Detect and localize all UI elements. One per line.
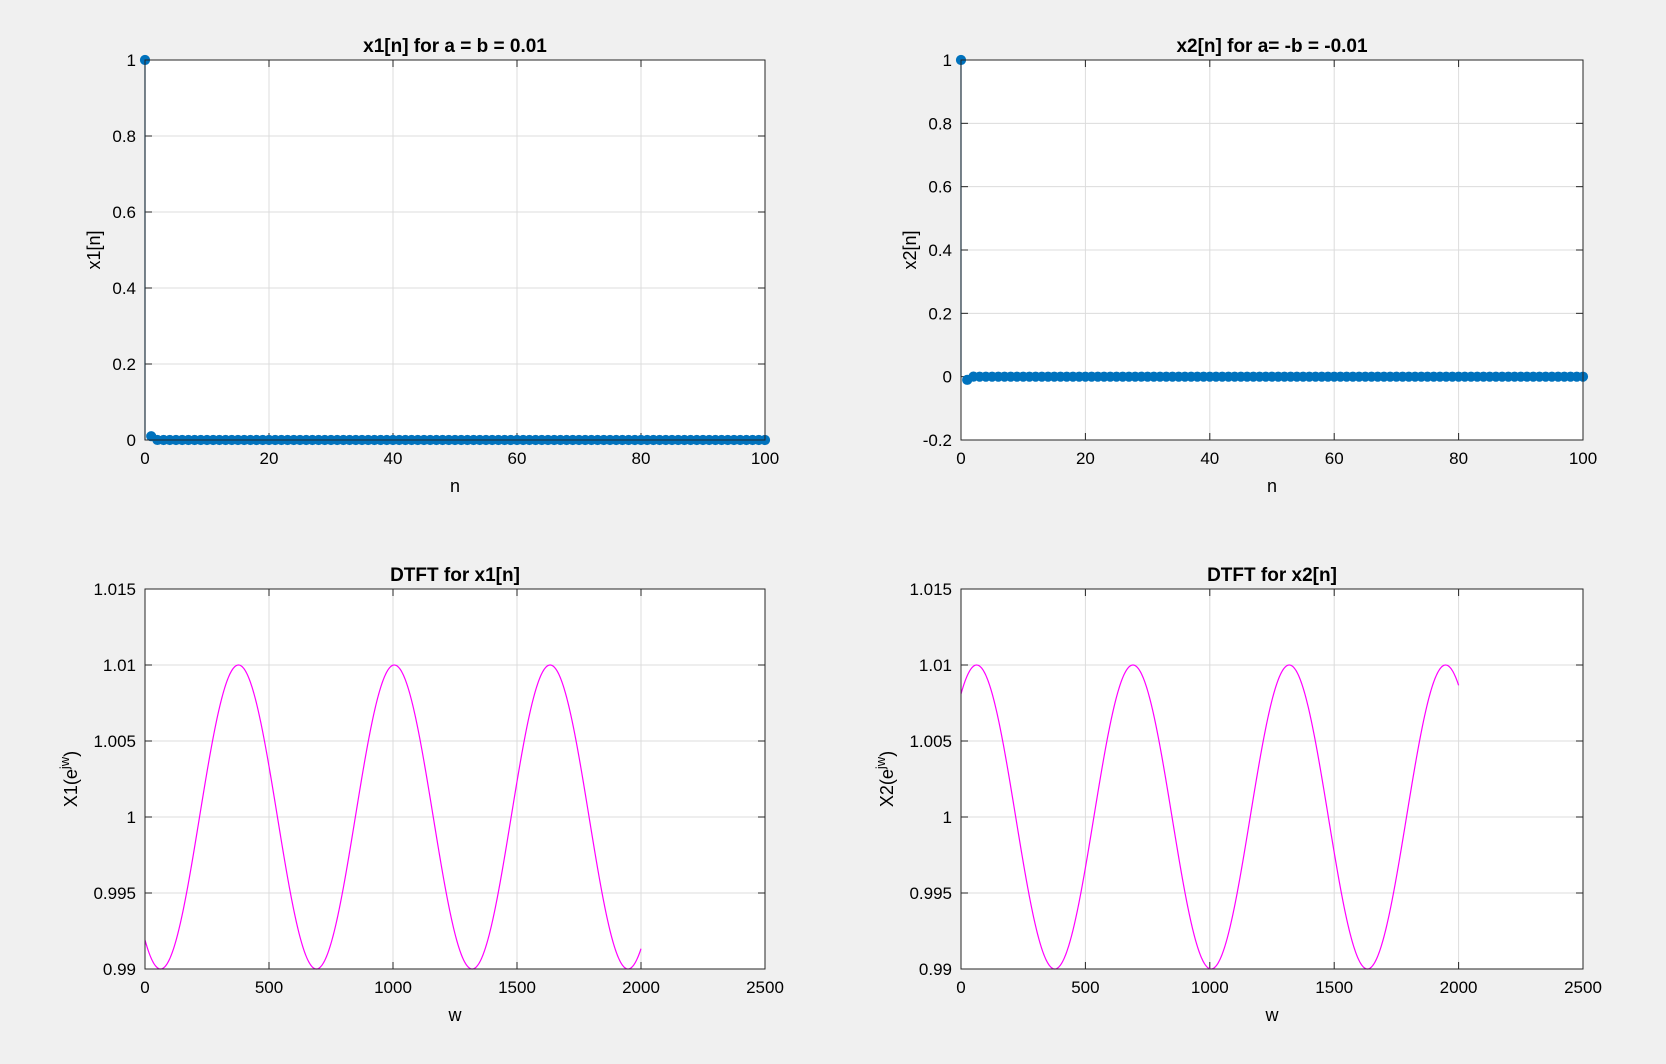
chart-panel-1: 0 20 40 60 80 100 0 0.2 0.4 0.6 0.8 1 x1[n] for a = …	[84, 36, 779, 496]
chart-panel-3: 0 500 1000 1500 2000 2500 0.99 0.995 1 1.005 1.01 1…	[57, 565, 784, 1025]
y-tick-label: 1.005	[93, 732, 136, 751]
x-tick-label: 1000	[374, 978, 412, 997]
x-tick-label: 0	[140, 978, 149, 997]
x-tick-label: 40	[384, 449, 403, 468]
y-tick-label: 0	[127, 431, 136, 450]
y-tick-label: 0.2	[112, 355, 136, 374]
chart-title: DTFT for x1[n]	[390, 565, 520, 586]
y-tick-label: 0.4	[112, 279, 136, 298]
y-axis-label: X1(ejw)	[57, 751, 81, 807]
x-tick-label: 2000	[622, 978, 660, 997]
axes-box	[144, 59, 766, 441]
axes-box	[144, 588, 766, 970]
x-tick-label: 60	[508, 449, 527, 468]
x-axis-label: w	[1265, 1005, 1280, 1025]
x-tick-label: 2500	[746, 978, 784, 997]
x-tick-label: 2500	[1564, 978, 1602, 997]
y-axis-label: x1[n]	[84, 230, 104, 269]
y-tick-label: 0.995	[93, 884, 136, 903]
y-tick-label: 1.015	[909, 580, 952, 599]
y-tick-label: 0.8	[928, 114, 952, 133]
y-tick-label: 1.005	[909, 732, 952, 751]
plot-area	[145, 60, 765, 440]
x-tick-label: 0	[956, 978, 965, 997]
x-tick-label: 60	[1325, 449, 1344, 468]
x-tick-label: 0	[140, 449, 149, 468]
x-tick-label: 100	[751, 449, 779, 468]
x-axis-label: n	[450, 476, 460, 496]
x-tick-label: 0	[956, 449, 965, 468]
y-tick-label: 0	[943, 368, 952, 387]
x-tick-label: 20	[1076, 449, 1095, 468]
y-tick-label: 0.4	[928, 241, 952, 260]
axes-box	[960, 588, 1584, 970]
y-tick-label: 1	[943, 51, 952, 70]
x-tick-label: 80	[1449, 449, 1468, 468]
x-tick-label: 1500	[498, 978, 536, 997]
chart-title: x2[n] for a= -b = -0.01	[1176, 36, 1368, 57]
y-tick-label: 0.6	[928, 178, 952, 197]
y-tick-label: 0.99	[919, 960, 952, 979]
x-tick-label: 1000	[1191, 978, 1229, 997]
x-tick-label: 80	[632, 449, 651, 468]
chart-title: DTFT for x2[n]	[1207, 565, 1337, 586]
x-axis-label: w	[448, 1005, 463, 1025]
y-tick-label: 1.015	[93, 580, 136, 599]
chart-title: x1[n] for a = b = 0.01	[363, 36, 547, 57]
y-tick-label: 0.99	[103, 960, 136, 979]
y-tick-label: 0.8	[112, 127, 136, 146]
y-tick-label: 0.6	[112, 203, 136, 222]
x-axis-label: n	[1267, 476, 1277, 496]
x-tick-label: 40	[1200, 449, 1219, 468]
y-tick-label: 1	[127, 51, 136, 70]
x-tick-label: 100	[1569, 449, 1597, 468]
dtft-curve	[144, 664, 642, 970]
y-axis-label: x2[n]	[900, 230, 920, 269]
x-tick-label: 20	[260, 449, 279, 468]
chart-panel-4: 0 500 1000 1500 2000 2500 0.99 0.995 1 1.005 1.01 1…	[873, 565, 1602, 1025]
y-tick-label: 0.995	[909, 884, 952, 903]
y-tick-label: -0.2	[923, 431, 952, 450]
y-axis-label: X2(ejw)	[873, 751, 897, 807]
x-tick-label: 500	[255, 978, 283, 997]
y-tick-label: 1.01	[919, 656, 952, 675]
x-tick-label: 2000	[1440, 978, 1478, 997]
y-tick-label: 1	[943, 808, 952, 827]
x-tick-label: 500	[1071, 978, 1099, 997]
x-tick-label: 1500	[1315, 978, 1353, 997]
y-tick-label: 1.01	[103, 656, 136, 675]
axes-box	[960, 59, 1584, 441]
plot-area	[961, 589, 1583, 969]
plot-area	[145, 589, 765, 969]
y-tick-label: 0.2	[928, 304, 952, 323]
y-tick-label: 1	[127, 808, 136, 827]
